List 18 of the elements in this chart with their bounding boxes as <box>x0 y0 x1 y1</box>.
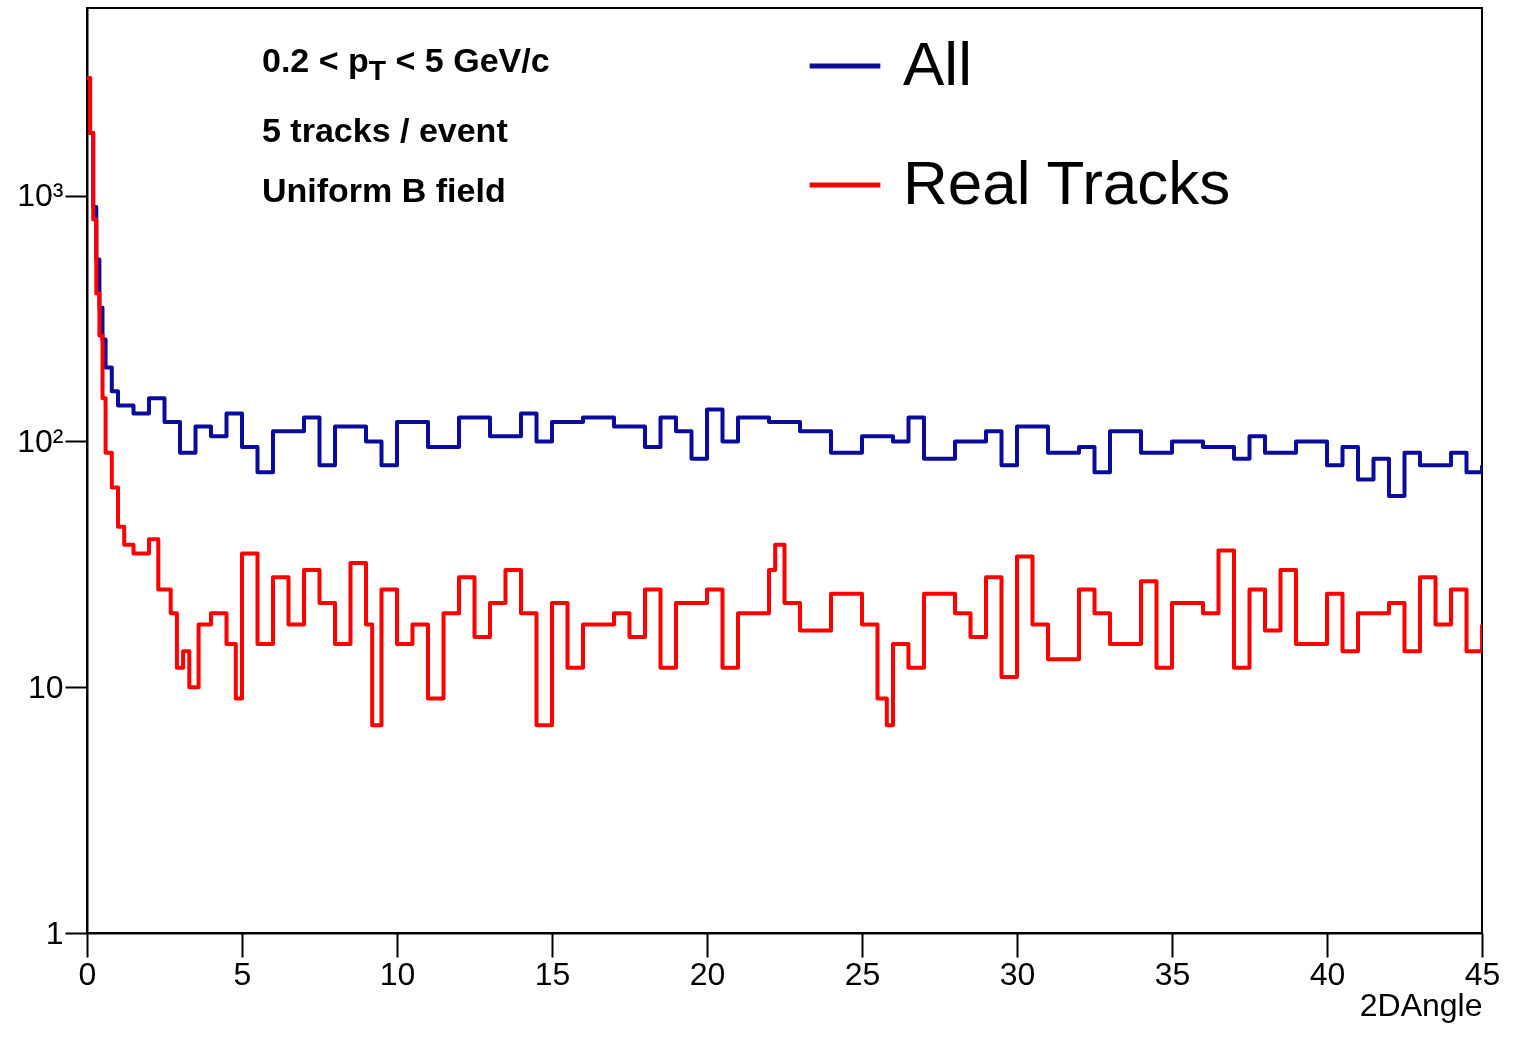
x-tick-label: 0 <box>78 955 97 992</box>
y-tick-label: 10² <box>17 422 64 459</box>
y-tick-label: 10³ <box>17 177 64 214</box>
x-tick-label: 20 <box>689 955 726 992</box>
annotation: Uniform B field <box>262 169 507 211</box>
y-tick-label: 10 <box>27 668 64 705</box>
legend-label: Real Tracks <box>903 148 1231 217</box>
y-tick-label: 1 <box>45 914 64 951</box>
x-tick-label: 10 <box>379 955 416 992</box>
annotation: 0.2 < p$_{T}$ < 5 GeV/c <box>262 40 550 88</box>
x-tick-label: 35 <box>1154 955 1191 992</box>
x-tick-label: 15 <box>534 955 571 992</box>
x-tick-label: 25 <box>844 955 881 992</box>
annotation: 5 tracks / event <box>262 109 509 151</box>
x-tick-label: 5 <box>233 955 252 992</box>
legend-label: All <box>903 29 972 98</box>
x-tick-label: 40 <box>1309 955 1346 992</box>
x-tick-label: 30 <box>999 955 1036 992</box>
